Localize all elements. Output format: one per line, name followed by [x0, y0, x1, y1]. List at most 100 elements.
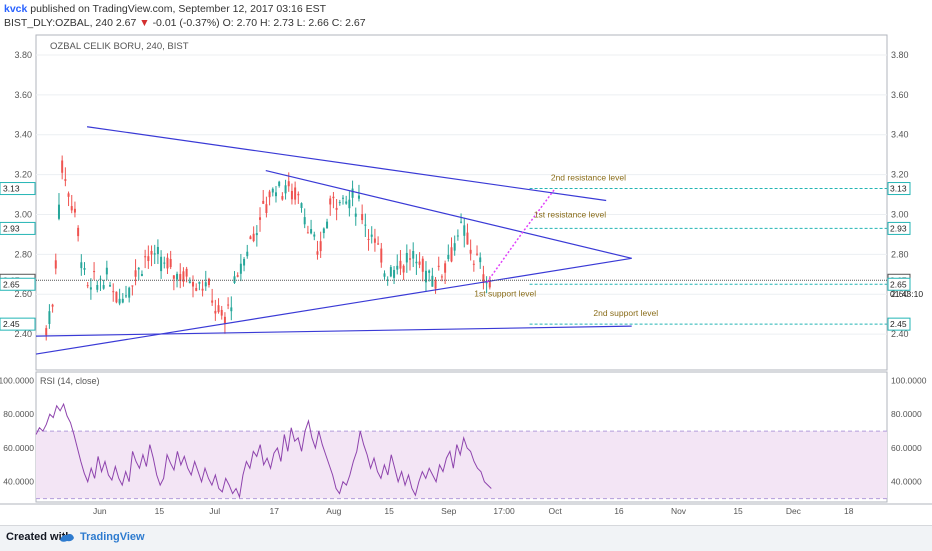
candle-body: [329, 198, 332, 205]
author-link[interactable]: kvck: [4, 3, 28, 15]
candle-body: [338, 202, 341, 204]
time-tick-label: Jul: [209, 506, 220, 516]
candle-body: [313, 234, 316, 237]
candle-body: [137, 267, 140, 270]
candle-body: [150, 250, 153, 255]
candle-body: [389, 267, 392, 277]
candle-body: [166, 257, 169, 269]
candle-body: [198, 281, 201, 284]
candle-body: [386, 279, 389, 281]
time-tick-label: 17: [270, 506, 280, 516]
candle-body: [83, 268, 86, 270]
candle-body: [243, 258, 246, 266]
price-axis-badge-label: 2.93: [890, 223, 907, 233]
candle-body: [93, 271, 96, 273]
tradingview-brand[interactable]: TradingView: [80, 531, 145, 543]
candle-body: [207, 278, 210, 286]
candle-body: [393, 269, 396, 278]
candle-body: [255, 233, 258, 236]
candle-body: [294, 187, 297, 200]
rsi-tick-label-left: 80.0000: [3, 409, 34, 419]
candle-body: [86, 285, 89, 287]
price-axis-badge-left-label: 3.13: [3, 184, 20, 194]
candle-body: [128, 287, 131, 298]
candle-body: [370, 234, 373, 237]
price-axis-badge-left-label: 2.93: [3, 223, 20, 233]
time-tick-label: Nov: [671, 506, 687, 516]
candle-body: [300, 203, 303, 208]
candle-body: [399, 260, 402, 269]
price-tick-label-left: 2.40: [14, 329, 32, 339]
time-tick-label: 18: [844, 506, 854, 516]
candle-body: [185, 268, 188, 277]
price-axis-badge-left: [0, 277, 36, 291]
candle-body: [278, 181, 281, 186]
created-with-label: Created with: [6, 531, 73, 543]
candle-body: [201, 288, 204, 291]
trend-line-rising: [35, 257, 632, 355]
price-pane-border: [35, 34, 888, 371]
candle-body: [310, 229, 313, 234]
candle-body: [160, 256, 163, 272]
chart-area[interactable]: 3.80 3.80 3.60 3.60 3.40 3.40 3.20 3.20 3.00 3.00…: [0, 32, 932, 525]
candle-body: [223, 316, 226, 324]
candle-body: [268, 191, 271, 198]
candle-body: [412, 250, 415, 259]
candle-body: [259, 217, 262, 220]
candle-body: [361, 214, 364, 221]
candle-body: [230, 307, 233, 312]
candle-body: [61, 160, 64, 173]
annotation-label: 2nd support level: [593, 308, 658, 318]
price-axis-badge-left: [0, 182, 36, 196]
rsi-line: [35, 402, 492, 499]
candle-body: [57, 204, 60, 219]
candle-body: [217, 305, 220, 313]
candle-body: [421, 258, 424, 272]
candle-body: [440, 276, 443, 278]
price-axis-badge-left: [0, 221, 36, 235]
candle-body: [144, 256, 147, 258]
trend-line-upper: [86, 126, 607, 202]
time-tick-label: 15: [384, 506, 394, 516]
candle-body: [54, 260, 57, 269]
candle-body: [131, 285, 134, 287]
candle-body: [322, 228, 325, 234]
chart-svg[interactable]: 3.80 3.80 3.60 3.60 3.40 3.40 3.20 3.20 3.00 3.00…: [0, 32, 932, 525]
candle-body: [287, 181, 290, 187]
candle-body: [357, 195, 360, 199]
candle-body: [99, 278, 102, 280]
candle-body: [115, 291, 118, 303]
candle-body: [354, 213, 357, 217]
time-tick-label: 15: [733, 506, 743, 516]
candle-body: [204, 282, 207, 287]
candle-body: [463, 225, 466, 236]
projection-arrow: [486, 188, 556, 283]
candle-body: [472, 263, 475, 265]
price-axis-badge-left-label: 2.65: [3, 279, 20, 289]
candle-body: [460, 221, 463, 223]
rsi-tick-label-right: 60.0000: [891, 443, 922, 453]
candle-body: [284, 185, 287, 194]
candle-body: [274, 192, 277, 197]
candle-body: [377, 243, 380, 245]
candle-body: [335, 207, 338, 210]
time-tick-label: Sep: [441, 506, 456, 516]
candle-body: [80, 262, 83, 269]
candle-body: [220, 309, 223, 316]
candle-body: [262, 200, 265, 204]
candle-body: [396, 265, 399, 270]
tradingview-logo-icon: [60, 534, 74, 542]
time-tick-label: Oct: [548, 506, 562, 516]
candle-body: [134, 270, 137, 277]
chart-title: OZBAL CELIK BORU, 240, BIST: [50, 41, 189, 52]
time-tick-label: Aug: [326, 506, 341, 516]
candle-body: [306, 232, 309, 234]
time-tick-label: 17:00: [493, 506, 515, 516]
publish-line: kvck published on TradingView.com, Septe…: [4, 3, 326, 16]
candle-body: [112, 291, 115, 293]
price-tick-label-left: 3.40: [14, 130, 32, 140]
candle-body: [96, 285, 99, 290]
candle-body: [450, 247, 453, 262]
candle-body: [364, 224, 367, 226]
candle-body: [156, 246, 159, 255]
